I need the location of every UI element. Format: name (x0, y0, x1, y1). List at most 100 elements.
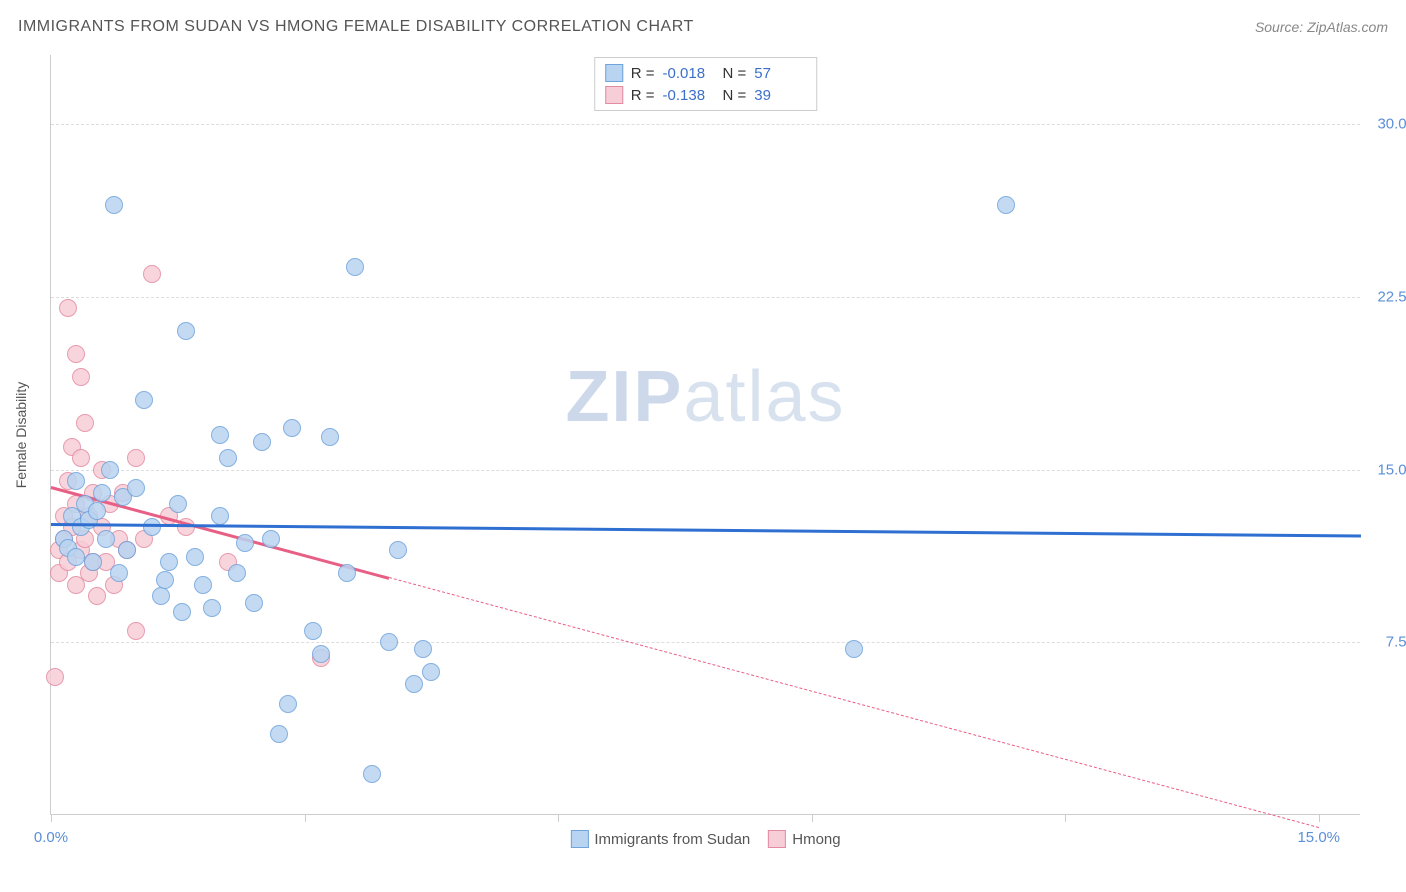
scatter-point-sudan (110, 564, 128, 582)
x-tick (51, 814, 52, 822)
scatter-point-sudan (321, 428, 339, 446)
legend-item: Immigrants from Sudan (570, 830, 750, 848)
scatter-point-hmong (72, 449, 90, 467)
legend-label: Hmong (792, 831, 840, 848)
scatter-point-sudan (186, 548, 204, 566)
stat-n-label: N = (723, 65, 747, 82)
scatter-point-sudan (160, 553, 178, 571)
scatter-point-sudan (270, 725, 288, 743)
chart-title: IMMIGRANTS FROM SUDAN VS HMONG FEMALE DI… (18, 18, 694, 36)
title-bar: IMMIGRANTS FROM SUDAN VS HMONG FEMALE DI… (18, 18, 1388, 36)
scatter-point-sudan (338, 564, 356, 582)
scatter-point-sudan (67, 548, 85, 566)
stat-n-label: N = (723, 87, 747, 104)
scatter-point-hmong (127, 622, 145, 640)
stat-n-value: 57 (754, 65, 806, 82)
horizontal-gridline (51, 297, 1360, 298)
scatter-point-sudan (203, 599, 221, 617)
legend-swatch (768, 830, 786, 848)
y-tick-label: 15.0% (1365, 461, 1406, 478)
scatter-point-hmong (88, 587, 106, 605)
stat-r-label: R = (631, 65, 655, 82)
scatter-point-hmong (46, 668, 64, 686)
scatter-point-hmong (127, 449, 145, 467)
scatter-point-sudan (101, 461, 119, 479)
stat-n-value: 39 (754, 87, 806, 104)
scatter-point-sudan (304, 622, 322, 640)
stats-row-sudan: R = -0.018 N = 57 (605, 62, 807, 84)
scatter-point-sudan (135, 391, 153, 409)
scatter-point-hmong (76, 414, 94, 432)
scatter-point-sudan (405, 675, 423, 693)
scatter-point-sudan (363, 765, 381, 783)
plot-area: ZIPatlas Female Disability R = -0.018 N … (50, 55, 1360, 815)
stat-r-label: R = (631, 87, 655, 104)
legend-swatch (570, 830, 588, 848)
watermark: ZIPatlas (565, 356, 845, 438)
scatter-point-sudan (253, 433, 271, 451)
scatter-point-sudan (219, 449, 237, 467)
scatter-point-sudan (389, 541, 407, 559)
scatter-point-sudan (173, 603, 191, 621)
x-tick (305, 814, 306, 822)
x-tick-label-right: 15.0% (1297, 829, 1340, 846)
scatter-point-sudan (845, 640, 863, 658)
scatter-point-sudan (414, 640, 432, 658)
y-axis-title: Female Disability (13, 381, 29, 488)
scatter-point-hmong (67, 345, 85, 363)
scatter-point-sudan (97, 530, 115, 548)
legend-swatch-hmong (605, 86, 623, 104)
horizontal-gridline (51, 470, 1360, 471)
scatter-point-sudan (156, 571, 174, 589)
stats-row-hmong: R = -0.138 N = 39 (605, 84, 807, 106)
horizontal-gridline (51, 642, 1360, 643)
scatter-point-sudan (262, 530, 280, 548)
scatter-point-sudan (105, 196, 123, 214)
scatter-point-sudan (422, 663, 440, 681)
scatter-point-sudan (211, 426, 229, 444)
scatter-point-sudan (169, 495, 187, 513)
y-tick-label: 30.0% (1365, 116, 1406, 133)
watermark-light: atlas (683, 357, 845, 437)
horizontal-gridline (51, 124, 1360, 125)
scatter-point-sudan (228, 564, 246, 582)
scatter-point-hmong (143, 265, 161, 283)
scatter-point-sudan (194, 576, 212, 594)
scatter-point-sudan (236, 534, 254, 552)
scatter-point-sudan (346, 258, 364, 276)
x-tick (812, 814, 813, 822)
source-attribution: Source: ZipAtlas.com (1255, 19, 1388, 35)
scatter-point-sudan (380, 633, 398, 651)
series-legend: Immigrants from Sudan Hmong (570, 830, 840, 848)
scatter-point-sudan (177, 322, 195, 340)
x-tick (1065, 814, 1066, 822)
correlation-stats-box: R = -0.018 N = 57R = -0.138 N = 39 (594, 57, 818, 111)
scatter-point-sudan (84, 553, 102, 571)
scatter-point-sudan (88, 502, 106, 520)
x-tick-label-left: 0.0% (34, 829, 68, 846)
scatter-point-hmong (59, 299, 77, 317)
legend-label: Immigrants from Sudan (594, 831, 750, 848)
y-tick-label: 22.5% (1365, 288, 1406, 305)
scatter-point-sudan (152, 587, 170, 605)
legend-item: Hmong (768, 830, 840, 848)
trend-line-extrapolated (389, 577, 1319, 828)
scatter-point-sudan (211, 507, 229, 525)
y-tick-label: 7.5% (1365, 634, 1406, 651)
x-tick (558, 814, 559, 822)
legend-swatch-sudan (605, 64, 623, 82)
scatter-point-sudan (997, 196, 1015, 214)
scatter-point-sudan (67, 472, 85, 490)
scatter-point-hmong (72, 368, 90, 386)
stat-r-value: -0.018 (663, 65, 715, 82)
scatter-point-sudan (312, 645, 330, 663)
scatter-point-sudan (93, 484, 111, 502)
scatter-point-sudan (118, 541, 136, 559)
scatter-point-sudan (245, 594, 263, 612)
scatter-point-sudan (127, 479, 145, 497)
scatter-point-sudan (283, 419, 301, 437)
x-tick (1319, 814, 1320, 822)
scatter-point-sudan (143, 518, 161, 536)
watermark-bold: ZIP (565, 357, 683, 437)
scatter-point-sudan (279, 695, 297, 713)
